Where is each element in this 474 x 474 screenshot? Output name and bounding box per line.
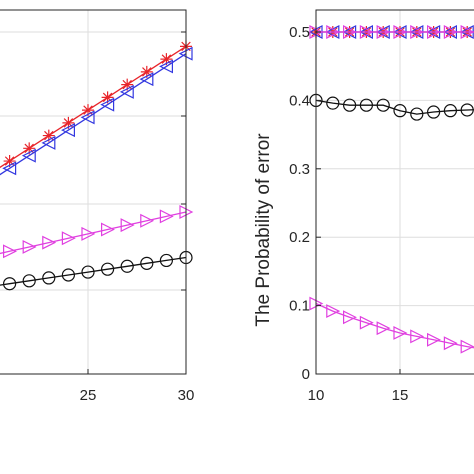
data-point bbox=[121, 78, 134, 91]
data-point bbox=[3, 155, 16, 168]
series-4 bbox=[309, 93, 474, 121]
series-2 bbox=[0, 205, 194, 259]
data-point bbox=[159, 209, 174, 224]
left-plot: 25 30 bbox=[0, 9, 195, 404]
right-plot-ylabel: The Probability of error bbox=[253, 133, 274, 327]
data-point bbox=[410, 329, 425, 344]
data-point bbox=[2, 161, 17, 176]
axes: 10 15 0 0.1 0.2 0.3 0.4 0.5 bbox=[289, 9, 474, 404]
data-point bbox=[359, 25, 374, 39]
data-point bbox=[42, 271, 56, 285]
data-point bbox=[140, 213, 155, 228]
data-point bbox=[326, 96, 340, 110]
data-point bbox=[443, 104, 457, 118]
data-point bbox=[376, 98, 390, 112]
data-point bbox=[376, 25, 391, 39]
data-point bbox=[427, 25, 441, 39]
data-point bbox=[393, 25, 408, 39]
data-point bbox=[140, 256, 154, 270]
data-point bbox=[23, 142, 36, 155]
data-point bbox=[100, 222, 115, 237]
x-tick-label: 10 bbox=[308, 387, 325, 404]
data-point bbox=[119, 84, 134, 99]
data-point bbox=[21, 148, 36, 163]
data-point bbox=[159, 59, 173, 74]
data-point bbox=[22, 239, 37, 254]
data-point bbox=[326, 304, 341, 319]
data-point bbox=[410, 107, 424, 121]
data-point bbox=[42, 129, 55, 142]
data-point bbox=[443, 336, 458, 351]
data-point bbox=[81, 226, 96, 241]
data-point bbox=[343, 310, 357, 325]
data-point bbox=[393, 325, 408, 340]
y-tick-label: 0.1 bbox=[289, 298, 310, 315]
data-point bbox=[359, 98, 373, 112]
data-point bbox=[100, 262, 115, 276]
data-point bbox=[3, 277, 17, 291]
data-point bbox=[81, 265, 95, 279]
data-point bbox=[120, 259, 134, 273]
data-point bbox=[140, 65, 153, 78]
data-point bbox=[41, 135, 56, 150]
data-point bbox=[42, 235, 57, 250]
series-2 bbox=[309, 25, 474, 39]
data-point bbox=[160, 53, 173, 66]
data-point bbox=[101, 91, 114, 104]
series-0 bbox=[0, 40, 192, 169]
data-point bbox=[61, 268, 76, 282]
data-point bbox=[460, 103, 474, 117]
data-point bbox=[343, 98, 357, 112]
data-point bbox=[460, 339, 474, 354]
data-point bbox=[2, 244, 17, 259]
data-point bbox=[159, 253, 173, 268]
y-tick-label: 0 bbox=[302, 366, 310, 383]
right-plot: 10 15 0 0.1 0.2 0.3 0.4 0.5 bbox=[289, 9, 474, 404]
data-point bbox=[61, 231, 76, 246]
axes-box bbox=[315, 9, 474, 375]
data-point bbox=[62, 116, 75, 129]
y-tick-label: 0.2 bbox=[289, 229, 310, 246]
data-point bbox=[82, 104, 94, 117]
y-tick-label: 0.5 bbox=[289, 24, 310, 41]
series-line bbox=[0, 53, 187, 176]
series-1 bbox=[0, 46, 193, 176]
data-point bbox=[139, 72, 154, 87]
data-point bbox=[393, 104, 407, 118]
y-tick-label: 0.3 bbox=[289, 161, 310, 178]
series-line bbox=[315, 302, 474, 349]
data-point bbox=[460, 25, 474, 39]
data-point bbox=[120, 218, 135, 233]
y-tick-label: 0.4 bbox=[289, 92, 310, 109]
x-tick-label: 25 bbox=[80, 387, 97, 404]
data-point bbox=[359, 315, 374, 330]
data-point bbox=[22, 274, 36, 288]
data-point bbox=[427, 332, 441, 347]
data-point bbox=[61, 123, 76, 138]
axes: 25 30 bbox=[0, 9, 195, 404]
x-tick-label: 30 bbox=[178, 387, 195, 404]
data-point bbox=[100, 97, 115, 112]
data-point bbox=[326, 25, 341, 39]
data-point bbox=[376, 321, 391, 336]
grid bbox=[315, 10, 474, 375]
series-3 bbox=[0, 250, 193, 291]
series-line bbox=[0, 256, 187, 286]
data-point bbox=[427, 105, 441, 119]
data-point bbox=[80, 110, 95, 125]
data-point bbox=[343, 25, 357, 39]
data-point bbox=[443, 25, 458, 39]
series-3 bbox=[309, 296, 474, 354]
data-point bbox=[410, 25, 425, 39]
x-tick-label: 15 bbox=[392, 387, 409, 404]
